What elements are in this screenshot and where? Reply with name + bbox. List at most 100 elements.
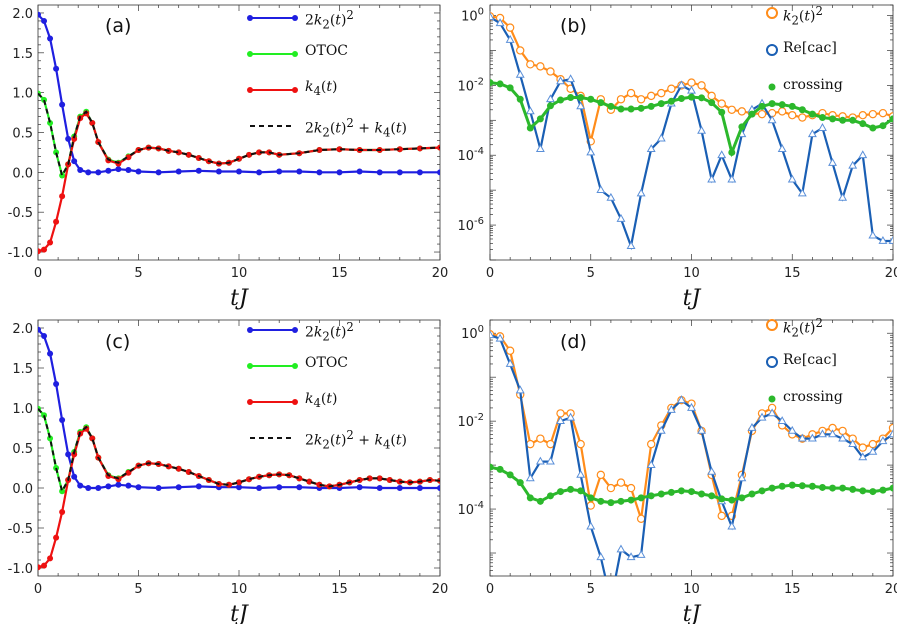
- data-point: [808, 110, 816, 118]
- legend-label: k4(t): [305, 391, 338, 410]
- data-point: [105, 167, 112, 174]
- data-point: [316, 169, 323, 176]
- data-point: [556, 416, 565, 425]
- data-point: [777, 416, 787, 425]
- y-tick-label: 1.0: [12, 87, 33, 102]
- data-point: [607, 102, 615, 110]
- data-point: [47, 119, 54, 126]
- data-point: [656, 133, 666, 142]
- data-point: [47, 35, 54, 42]
- data-point: [47, 435, 54, 442]
- data-point: [567, 93, 575, 101]
- x-tick-label: 0: [486, 582, 494, 597]
- data-point: [818, 123, 827, 131]
- data-point: [38, 564, 41, 571]
- x-tick-label: 15: [784, 266, 801, 281]
- data-point: [597, 497, 605, 505]
- data-point: [728, 496, 736, 504]
- data-point: [437, 485, 440, 491]
- data-point: [125, 154, 132, 161]
- data-point: [798, 106, 806, 114]
- data-point: [396, 485, 403, 491]
- data-point: [155, 485, 162, 491]
- data-point: [807, 129, 817, 138]
- data-point: [657, 88, 666, 98]
- x-axis-title: tJ: [230, 602, 249, 624]
- y-tick-label: 10-2: [457, 412, 484, 430]
- data-point: [38, 11, 41, 18]
- data-point: [587, 95, 595, 103]
- data-point: [490, 12, 495, 21]
- data-point: [535, 456, 545, 465]
- data-point: [195, 483, 202, 490]
- data-point: [505, 346, 515, 355]
- data-point: [647, 91, 656, 101]
- data-point: [596, 470, 606, 480]
- data-point: [59, 101, 66, 108]
- y-tick-label: 100: [461, 7, 484, 25]
- data-point: [71, 158, 78, 165]
- x-tick-label: 10: [683, 266, 700, 281]
- data-point: [637, 494, 645, 502]
- data-point: [757, 109, 767, 119]
- data-point: [41, 17, 48, 24]
- data-point: [557, 488, 565, 496]
- data-point: [646, 144, 656, 152]
- data-point: [175, 168, 182, 175]
- data-point: [889, 484, 893, 492]
- data-point: [859, 487, 867, 495]
- legend-label: crossing: [783, 77, 843, 93]
- data-point: [888, 429, 893, 438]
- data-point: [276, 168, 283, 175]
- data-point: [85, 169, 92, 176]
- x-tick-label: 0: [486, 266, 494, 281]
- data-point: [576, 469, 586, 478]
- data-point: [586, 147, 596, 156]
- data-point: [657, 490, 665, 498]
- data-point: [256, 169, 263, 176]
- data-point: [506, 471, 514, 479]
- data-point: [768, 484, 776, 492]
- data-point: [778, 101, 786, 109]
- data-point: [748, 110, 756, 118]
- data-point: [636, 95, 646, 104]
- data-point: [728, 148, 736, 156]
- x-tick-label: 10: [231, 582, 248, 597]
- x-tick-label: 20: [885, 582, 897, 597]
- data-point: [437, 169, 440, 176]
- data-point: [47, 555, 54, 562]
- data-point: [59, 509, 66, 515]
- data-point: [777, 107, 787, 116]
- data-point: [41, 412, 48, 419]
- data-point: [829, 484, 837, 492]
- data-point: [808, 482, 816, 490]
- data-point: [535, 144, 545, 152]
- data-point: [577, 93, 585, 101]
- data-point: [95, 169, 102, 176]
- data-point: [818, 114, 826, 122]
- y-tick-label: 1.5: [12, 47, 33, 62]
- x-tick-label: 0: [34, 266, 42, 281]
- data-point: [496, 80, 504, 88]
- data-point: [626, 552, 636, 561]
- data-point: [496, 465, 504, 473]
- data-point: [666, 404, 676, 413]
- data-point: [516, 46, 525, 55]
- data-point: [637, 104, 645, 112]
- data-point: [697, 81, 706, 90]
- data-point: [698, 94, 706, 102]
- legend-marker: [766, 319, 778, 331]
- legend-label: k2(t)2: [783, 316, 823, 338]
- legend: k2(t)2 Re[cac] crossing: [766, 4, 843, 93]
- data-point: [787, 425, 797, 434]
- panel-label: (a): [105, 15, 131, 37]
- x-axis-title: tJ: [683, 602, 702, 624]
- data-point: [135, 168, 142, 175]
- y-tick-label: 2.0: [12, 7, 33, 22]
- data-point: [676, 395, 686, 404]
- data-point: [95, 485, 102, 491]
- data-point: [717, 511, 726, 521]
- panel-b-chart: 0 5 10 15 20 100 10-2 10-4 10-6 tJ (b) k2(t)2 Re[cac…: [457, 4, 897, 311]
- data-point: [607, 597, 614, 603]
- data-point: [71, 135, 78, 142]
